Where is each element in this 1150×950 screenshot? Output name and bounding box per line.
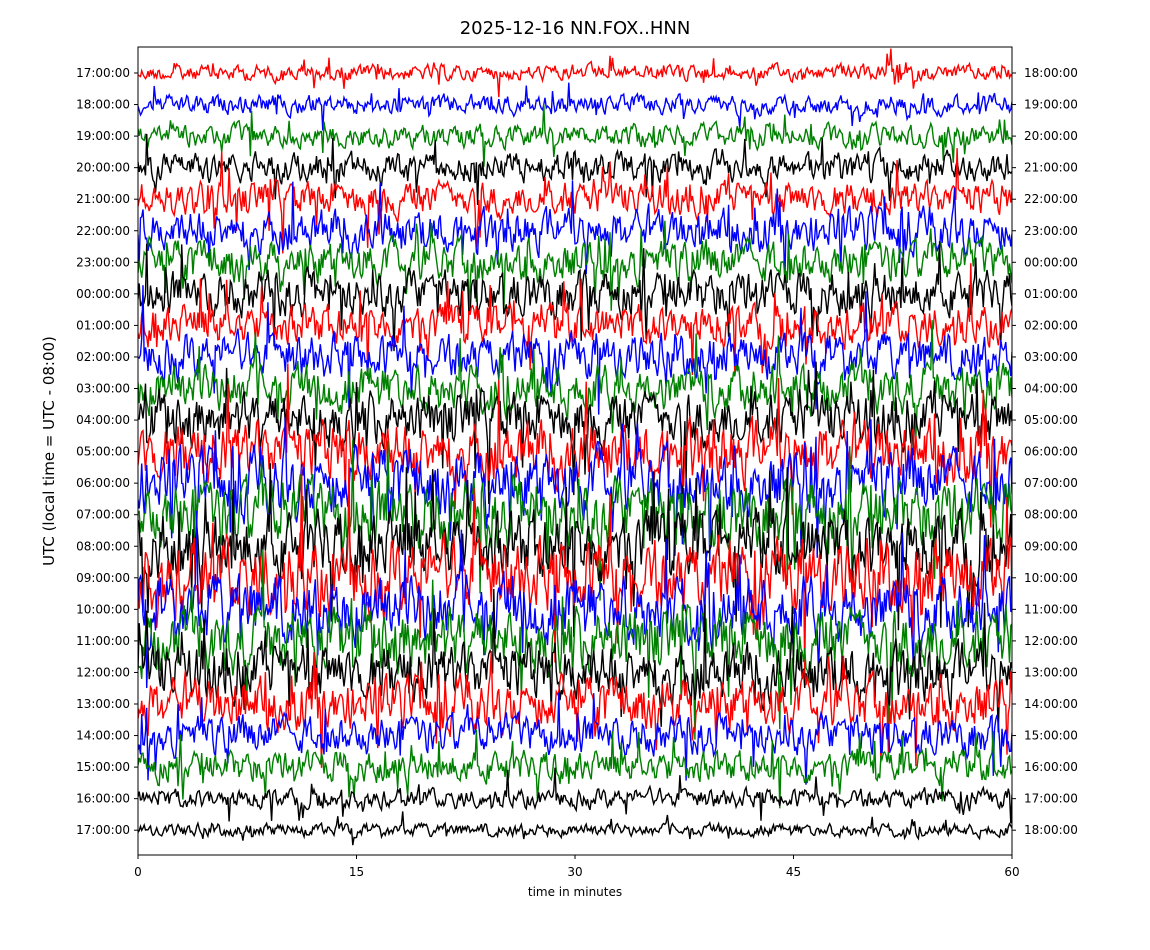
y-left-tick-label: 05:00:00 [76, 445, 130, 459]
y-left-tick-label: 22:00:00 [76, 224, 130, 238]
trace-line [138, 285, 1012, 415]
y-right-tick-label: 01:00:00 [1024, 287, 1078, 301]
y-right-tick-label: 17:00:00 [1024, 792, 1078, 806]
y-axis-label: UTC (local time = UTC - 08:00) [40, 336, 58, 566]
y-right-tick-label: 04:00:00 [1024, 382, 1078, 396]
trace-line [138, 416, 1012, 562]
y-left-tick-label: 17:00:00 [76, 66, 130, 80]
y-right-tick-label: 20:00:00 [1024, 129, 1078, 143]
seismogram-traces [138, 48, 1012, 846]
trace-line [138, 458, 1012, 673]
y-left-tick-label: 19:00:00 [76, 129, 130, 143]
trace-line [138, 510, 1012, 689]
trace-line [138, 361, 1012, 505]
y-right-tick-label: 12:00:00 [1024, 634, 1078, 648]
y-left-tick-label: 06:00:00 [76, 476, 130, 490]
y-left-tick-label: 23:00:00 [76, 255, 130, 269]
y-left-tick-label: 03:00:00 [76, 382, 130, 396]
x-tick-label: 45 [786, 865, 801, 879]
y-right-tick-label: 16:00:00 [1024, 760, 1078, 774]
y-left-tick-label: 09:00:00 [76, 571, 130, 585]
y-right-tick-label: 09:00:00 [1024, 539, 1078, 553]
y-right-tick-label: 19:00:00 [1024, 98, 1078, 112]
y-right-tick-label: 07:00:00 [1024, 476, 1078, 490]
y-left-tick-label: 11:00:00 [76, 634, 130, 648]
y-right-tick-label: 03:00:00 [1024, 350, 1078, 364]
x-axis-label: time in minutes [528, 885, 622, 899]
y-left-tick-label: 12:00:00 [76, 665, 130, 679]
trace-line [138, 463, 1012, 638]
trace-line [138, 220, 1012, 313]
trace-line [138, 650, 1012, 768]
y-right-tick-label: 02:00:00 [1024, 318, 1078, 332]
trace-line [138, 148, 1012, 254]
y-axis-left: 17:00:00 18:00:00 19:00:00 20:00:00 21:00:00… [76, 66, 138, 837]
trace-line [138, 180, 1012, 283]
trace-line [138, 588, 1012, 733]
trace-line [138, 811, 1012, 846]
y-left-tick-label: 01:00:00 [76, 318, 130, 332]
y-right-tick-label: 13:00:00 [1024, 665, 1078, 679]
y-right-tick-label: 14:00:00 [1024, 697, 1078, 711]
y-left-tick-label: 17:00:00 [76, 823, 130, 837]
trace-line [138, 82, 1012, 131]
y-left-tick-label: 13:00:00 [76, 697, 130, 711]
y-left-tick-label: 21:00:00 [76, 192, 130, 206]
y-right-tick-label: 08:00:00 [1024, 508, 1078, 522]
y-right-tick-label: 11:00:00 [1024, 602, 1078, 616]
y-left-tick-label: 04:00:00 [76, 413, 130, 427]
y-left-tick-label: 08:00:00 [76, 539, 130, 553]
y-left-tick-label: 18:00:00 [76, 98, 130, 112]
chart-title: 2025-12-16 NN.FOX..HNN [460, 18, 691, 39]
trace-line [138, 241, 1012, 352]
y-left-tick-label: 16:00:00 [76, 792, 130, 806]
y-right-tick-label: 18:00:00 [1024, 823, 1078, 837]
y-right-tick-label: 10:00:00 [1024, 571, 1078, 585]
y-left-tick-label: 07:00:00 [76, 508, 130, 522]
y-left-tick-label: 10:00:00 [76, 602, 130, 616]
x-tick-label: 30 [567, 865, 582, 879]
y-right-tick-label: 21:00:00 [1024, 161, 1078, 175]
plot-area [137, 46, 1013, 856]
trace-line [138, 549, 1012, 740]
x-tick-label: 15 [349, 865, 364, 879]
y-right-tick-label: 15:00:00 [1024, 729, 1078, 743]
y-axis-right: 18:00:00 19:00:00 20:00:00 21:00:00 22:00:00… [1012, 66, 1078, 837]
x-axis: 0 15 30 45 60 [134, 855, 1020, 879]
y-right-tick-label: 18:00:00 [1024, 66, 1078, 80]
y-left-tick-label: 20:00:00 [76, 161, 130, 175]
y-left-tick-label: 15:00:00 [76, 760, 130, 774]
x-tick-label: 60 [1004, 865, 1019, 879]
trace-line [138, 104, 1012, 167]
trace-line [138, 48, 1012, 98]
y-left-tick-label: 00:00:00 [76, 287, 130, 301]
y-right-tick-label: 00:00:00 [1024, 255, 1078, 269]
y-right-tick-label: 06:00:00 [1024, 445, 1078, 459]
trace-line [138, 729, 1012, 809]
trace-line [138, 692, 1012, 785]
trace-line [138, 133, 1012, 206]
x-tick-label: 0 [134, 865, 142, 879]
y-left-tick-label: 02:00:00 [76, 350, 130, 364]
y-right-tick-label: 22:00:00 [1024, 192, 1078, 206]
trace-line [138, 363, 1012, 528]
trace-line [138, 767, 1012, 824]
y-right-tick-label: 23:00:00 [1024, 224, 1078, 238]
y-right-tick-label: 05:00:00 [1024, 413, 1078, 427]
y-left-tick-label: 14:00:00 [76, 729, 130, 743]
